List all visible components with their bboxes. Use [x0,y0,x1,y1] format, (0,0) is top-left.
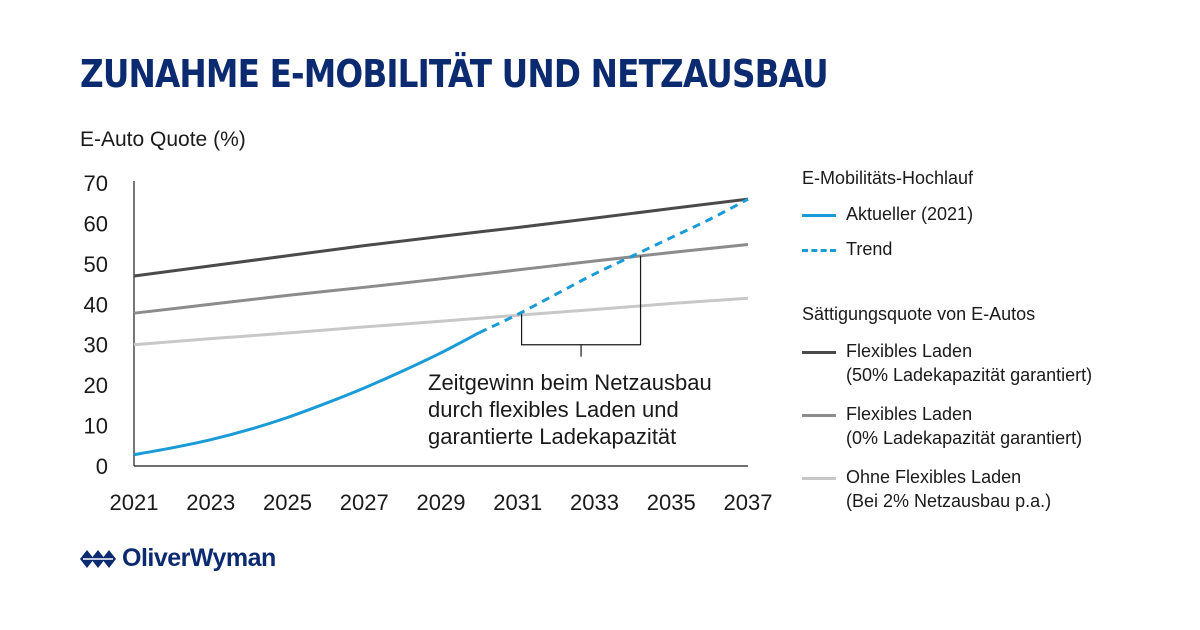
x-tick-label: 2023 [186,490,235,515]
legend-label-ohne-line2: (Bei 2% Netzausbau p.a.) [846,491,1052,511]
legend-label-flex0-line2: (0% Ladekapazität garantiert) [846,428,1083,448]
x-tick-label: 2025 [263,490,312,515]
y-tick-label: 70 [84,171,108,196]
annotation-line-2: durch flexibles Laden und [428,397,679,422]
legend-swatch-flex50 [802,351,836,354]
x-tick-label: 2031 [493,490,542,515]
series-line-flex0 [133,242,749,315]
legend-swatch-flex0 [802,414,836,417]
legend-label-aktueller: Aktueller (2021) [846,204,974,224]
x-tick-label: 2037 [724,490,773,515]
y-tick-label: 50 [84,252,108,277]
bracket-line [520,255,642,346]
legend-label-flex50-line2: (50% Ladekapazität garantiert) [846,365,1093,385]
series-line-trend [478,197,749,334]
series-line-ohne [133,296,749,347]
x-tick-label: 2029 [417,490,466,515]
legend-label-flex0-line1: Flexibles Laden [846,404,973,424]
annotation-text: Zeitgewinn beim Netzausbau durch flexibl… [428,369,712,450]
y-tick-label: 60 [84,211,108,236]
legend-swatch-aktueller [802,214,836,217]
chart-tick-labels: 0 10 20 30 40 50 60 70 2021 2023 2025 2027 2029 2031 2… [84,171,773,515]
y-tick-label: 20 [84,373,108,398]
annotation-line-1: Zeitgewinn beim Netzausbau [428,370,712,395]
page-title: ZUNAHME E-MOBILITÄT UND NETZAUSBAU [80,52,829,96]
legend-label-trend: Trend [846,239,893,259]
y-tick-label: 10 [84,414,108,439]
y-tick-label: 40 [84,292,108,317]
legend-label-flex50-line1: Flexibles Laden [846,341,973,361]
x-tick-label: 2035 [647,490,696,515]
chart-series [133,197,749,457]
x-tick-label: 2021 [110,490,159,515]
series-line-aktueller [133,331,481,457]
annotation-line-3: garantierte Ladekapazität [428,424,677,449]
legend-label-ohne-line1: Ohne Flexibles Laden [846,467,1022,487]
chart-axes [133,181,748,467]
series-line-flex50 [133,197,749,278]
y-tick-label: 30 [84,333,108,358]
y-axis-label: E-Auto Quote (%) [80,128,246,151]
y-tick-label: 0 [96,454,108,479]
legend-group-title-saettigung: Sättigungsquote von E-Autos [802,304,1036,324]
annotation-bracket [520,255,642,357]
legend-swatch-ohne [802,477,836,480]
legend-group-title-hochlauf: E-Mobilitäts-Hochlauf [802,168,974,188]
oliver-wyman-logo-text: OliverWyman [122,544,276,572]
x-tick-label: 2027 [340,490,389,515]
legend-label-ohne: Ohne Flexibles Laden (Bei 2% Netzausbau … [846,465,1051,513]
legend-label-flex50: Flexibles Laden (50% Ladekapazität garan… [846,339,1092,387]
oliver-wyman-logo-icon [80,550,116,568]
legend-swatch-trend [802,249,836,252]
legend-label-flex0: Flexibles Laden (0% Ladekapazität garant… [846,402,1082,450]
x-tick-label: 2033 [570,490,619,515]
